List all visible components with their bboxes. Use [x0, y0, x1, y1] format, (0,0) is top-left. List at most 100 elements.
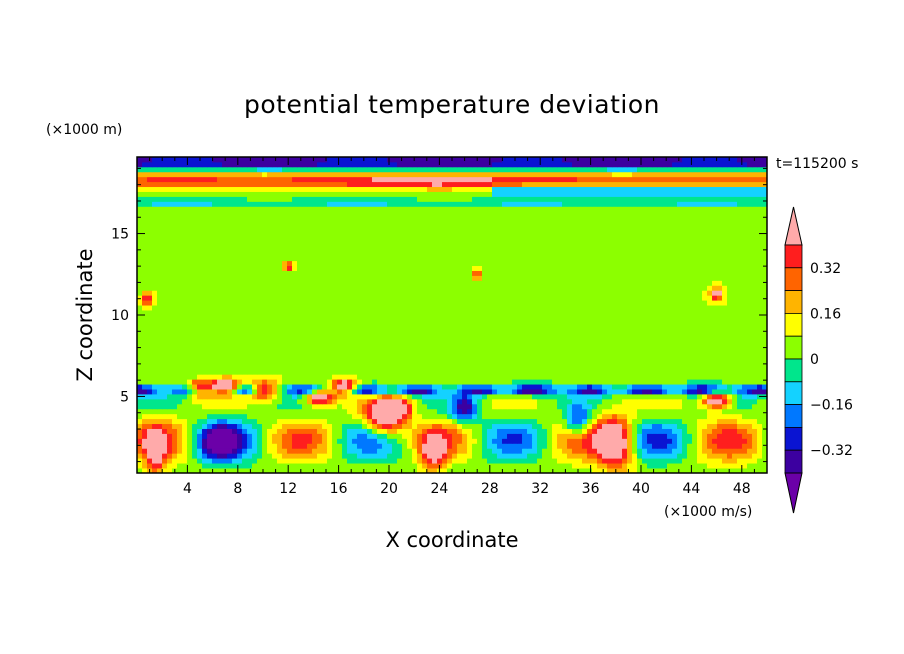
field-cell	[527, 285, 533, 291]
field-cell	[317, 295, 323, 301]
field-cell	[732, 354, 738, 360]
field-cell	[192, 468, 198, 473]
field-cell	[137, 290, 143, 296]
field-cell	[297, 315, 303, 321]
field-cell	[362, 408, 368, 415]
field-cell	[262, 275, 268, 281]
field-cell	[152, 300, 158, 306]
field-cell	[397, 448, 403, 454]
field-cell	[717, 280, 723, 286]
field-cell	[472, 324, 478, 331]
field-cell	[547, 448, 553, 454]
field-cell	[512, 290, 518, 296]
field-cell	[737, 379, 743, 385]
field-cell	[762, 280, 767, 286]
field-cell	[512, 364, 518, 370]
field-cell	[607, 403, 613, 410]
field-cell	[577, 418, 583, 425]
field-cell	[602, 423, 608, 429]
field-cell	[612, 300, 618, 306]
field-cell	[617, 433, 623, 439]
field-cell	[722, 359, 728, 365]
field-cell	[572, 448, 578, 454]
field-cell	[617, 408, 623, 415]
field-cell	[137, 458, 143, 464]
field-cell	[297, 359, 303, 365]
field-cell	[457, 300, 463, 306]
field-cell	[527, 305, 533, 311]
field-cell	[507, 418, 513, 425]
field-cell	[692, 334, 698, 341]
field-cell	[327, 349, 333, 355]
field-cell	[747, 339, 753, 346]
field-cell	[492, 334, 498, 341]
field-cell	[572, 344, 578, 350]
field-cell	[382, 334, 388, 341]
field-cell	[622, 418, 628, 425]
field-cell	[622, 295, 628, 301]
field-cell	[417, 384, 423, 390]
field-cell	[567, 433, 573, 439]
field-cell	[417, 369, 423, 375]
field-cell	[407, 413, 413, 420]
field-cell	[542, 369, 548, 375]
field-cell	[737, 319, 743, 326]
field-cell	[142, 295, 148, 301]
field-cell	[452, 354, 458, 360]
field-cell	[387, 468, 393, 473]
field-cell	[267, 354, 273, 360]
field-cell	[272, 374, 278, 380]
field-cell	[307, 334, 313, 341]
field-cell	[617, 319, 623, 326]
field-cell	[542, 300, 548, 306]
field-cell	[192, 305, 198, 311]
field-cell	[527, 389, 533, 395]
field-cell	[352, 364, 358, 370]
field-cell	[222, 354, 228, 360]
field-cell	[687, 453, 693, 459]
field-cell	[632, 463, 638, 469]
field-cell	[187, 344, 193, 350]
field-cell	[352, 438, 358, 444]
field-cell	[717, 413, 723, 420]
field-cell	[502, 374, 508, 380]
field-cell	[387, 403, 393, 410]
field-cell	[267, 458, 273, 464]
field-cell	[267, 339, 273, 346]
field-cell	[167, 379, 173, 385]
field-cell	[722, 428, 728, 434]
field-cell	[572, 295, 578, 301]
field-cell	[522, 379, 528, 385]
field-cell	[567, 344, 573, 350]
field-cell	[507, 423, 513, 429]
field-cell	[662, 403, 668, 410]
field-cell	[347, 369, 353, 375]
field-cell	[587, 354, 593, 360]
field-cell	[362, 468, 368, 473]
field-cell	[762, 468, 767, 473]
field-cell	[462, 364, 468, 370]
field-cell	[372, 315, 378, 321]
field-cell	[147, 344, 153, 350]
field-cell	[307, 428, 313, 434]
field-cell	[292, 384, 298, 390]
field-cell	[287, 448, 293, 454]
field-cell	[322, 394, 328, 400]
field-cell	[487, 389, 493, 395]
field-cell	[557, 379, 563, 385]
field-cell	[312, 384, 318, 390]
field-cell	[152, 329, 158, 336]
field-cell	[252, 364, 258, 370]
field-cell	[672, 468, 678, 473]
field-cell	[612, 280, 618, 286]
field-cell	[182, 433, 188, 439]
field-cell	[667, 384, 673, 390]
field-cell	[552, 334, 558, 341]
field-cell	[367, 349, 373, 355]
field-cell	[397, 428, 403, 434]
field-cell	[452, 394, 458, 400]
field-cell	[167, 453, 173, 459]
field-cell	[342, 433, 348, 439]
field-cell	[567, 379, 573, 385]
field-cell	[597, 438, 603, 444]
